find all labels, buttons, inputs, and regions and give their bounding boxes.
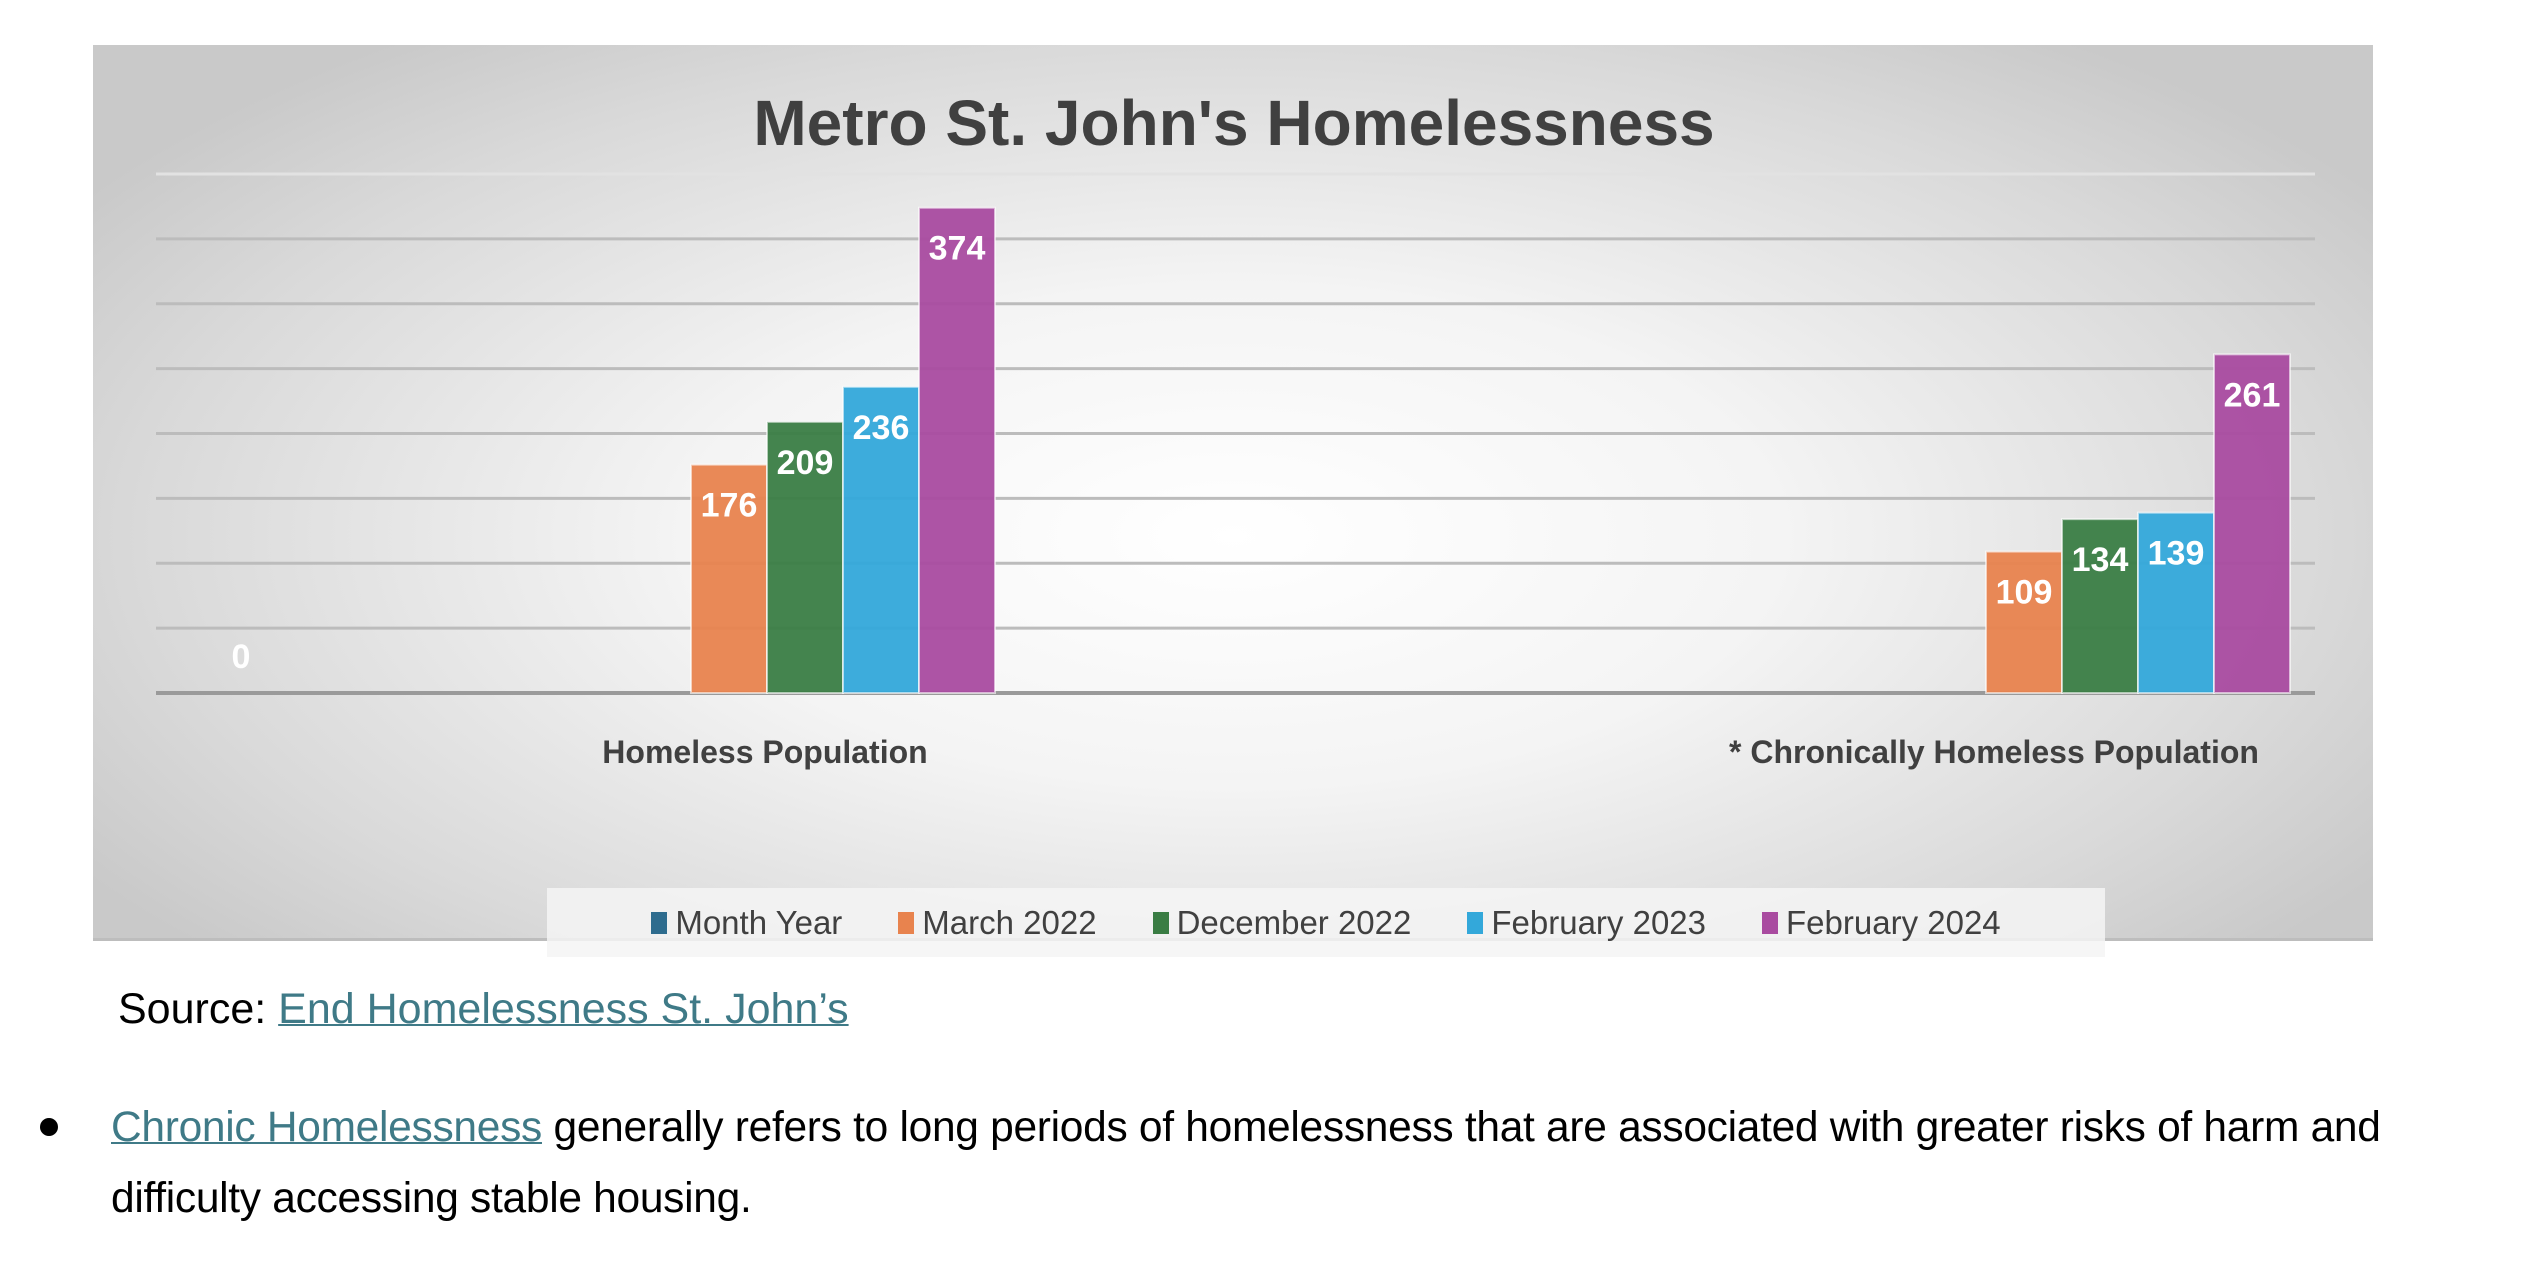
data-label: 139 [2148,535,2205,573]
bar-february-2023 [2137,511,2215,694]
legend-swatch [651,911,668,934]
data-label: 374 [929,230,986,268]
bar-february-2024 [2213,353,2291,694]
category-label: Homeless Population [602,734,927,770]
legend-label: February 2023 [1491,903,1707,941]
data-label: 0 [232,638,251,676]
legend-swatch [1762,911,1779,934]
legend-label: Month Year [675,903,843,941]
bar-chart: Metro St. John's Homelessness 0 176 109 209… [156,87,2315,770]
legend-swatch [898,911,915,934]
legend-item: March 2022 [898,903,1097,942]
legend-item: Month Year [651,904,842,942]
data-label: 134 [2072,541,2129,579]
bar-february-2023 [842,385,920,694]
legend-item: February 2023 [1467,904,1706,942]
legend-label: December 2022 [1176,903,1412,941]
bullet-paragraph: Chronic Homelessness generally refers to… [111,1092,2526,1234]
bullet-icon [40,1118,58,1136]
legend-swatch [1152,911,1169,934]
data-label: 261 [2224,376,2281,414]
data-label: 209 [777,444,834,482]
data-label: 109 [1996,574,2053,612]
source-prefix: Source: [118,985,267,1033]
source-link[interactable]: End Homelessness St. John’s [278,985,849,1033]
data-label: 236 [853,409,910,447]
chart-title: Metro St. John's Homelessness [753,87,1714,159]
legend-item: February 2024 [1762,904,2001,942]
legend-swatch [1467,911,1484,934]
bar-december-2022 [766,420,844,694]
bar-march-2022 [1985,550,2063,695]
data-label: 176 [701,487,758,525]
source-line: Source: End Homelessness St. John’s [118,985,849,1034]
legend-label: February 2024 [1786,903,2001,941]
bar-february-2024 [918,206,996,695]
legend-item: December 2022 [1152,903,1412,942]
bar-december-2022 [2061,518,2139,695]
bullet-body-text: generally refers to long periods of home… [111,1104,2381,1222]
category-label: * Chronically Homeless Population [1729,734,2259,770]
legend-label: March 2022 [922,903,1097,941]
chart-legend: Month Year March 2022 December 2022 Februar… [547,888,2105,957]
chronic-homelessness-link[interactable]: Chronic Homelessness [111,1104,542,1151]
chart-container: Metro St. John's Homelessness 0 176 109 209… [93,45,2373,957]
